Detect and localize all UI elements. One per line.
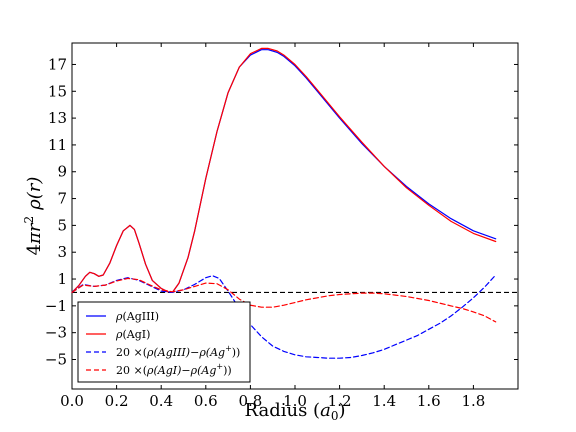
legend-label-agi: ρ(AgI) — [115, 328, 150, 341]
legend-box — [77, 301, 251, 383]
legend-label-agiii: ρ(AgIII) — [115, 310, 159, 323]
legend: ρ(AgIII) ρ(AgI) 20 ×(ρ(AgIII)−ρ(Ag+)) 20… — [77, 301, 251, 383]
x-tick-label: 0.0 — [60, 392, 84, 410]
y-tick-label: 3 — [57, 243, 67, 261]
series-layer — [71, 47, 518, 359]
y-tick-label: 15 — [48, 82, 67, 100]
y-tick-label: 7 — [57, 190, 67, 208]
y-tick-label: 13 — [48, 109, 67, 127]
x-tick-label: 0.2 — [105, 392, 129, 410]
x-tick-label: 0.6 — [194, 392, 218, 410]
y-tick-label: −1 — [45, 297, 67, 315]
legend-label-agi-diff: 20 ×(ρ(AgI)−ρ(Ag+)) — [116, 362, 232, 377]
series-line-2 — [71, 47, 497, 293]
x-tick-label: 1.4 — [372, 392, 396, 410]
x-tick-label: 1.6 — [417, 392, 441, 410]
x-axis-title: Radius (a0) — [245, 400, 346, 423]
y-tick-label: 9 — [57, 163, 67, 181]
legend-label-agiii-diff: 20 ×(ρ(AgIII)−ρ(Ag+)) — [116, 344, 240, 359]
x-tick-label: 1.8 — [461, 392, 485, 410]
y-tick-label: 11 — [48, 136, 67, 154]
x-tick-label: 1.0 — [283, 392, 307, 410]
x-tick-label: 0.4 — [149, 392, 173, 410]
x-axis-ticks: 0.0 0.2 0.4 0.6 0.8 1.0 1.2 1.4 1.6 1.8 — [60, 43, 485, 410]
x-tick-label: 0.8 — [238, 392, 262, 410]
y-tick-label: 1 — [57, 270, 67, 288]
y-axis-title: 4πr2ρ(r) — [22, 177, 45, 256]
y-tick-label: 17 — [48, 55, 67, 73]
y-tick-label: −3 — [45, 324, 67, 342]
series-line-4 — [71, 277, 497, 323]
y-tick-label: 5 — [57, 216, 67, 234]
x-tick-label: 1.2 — [328, 392, 352, 410]
y-tick-label: −5 — [45, 350, 67, 368]
